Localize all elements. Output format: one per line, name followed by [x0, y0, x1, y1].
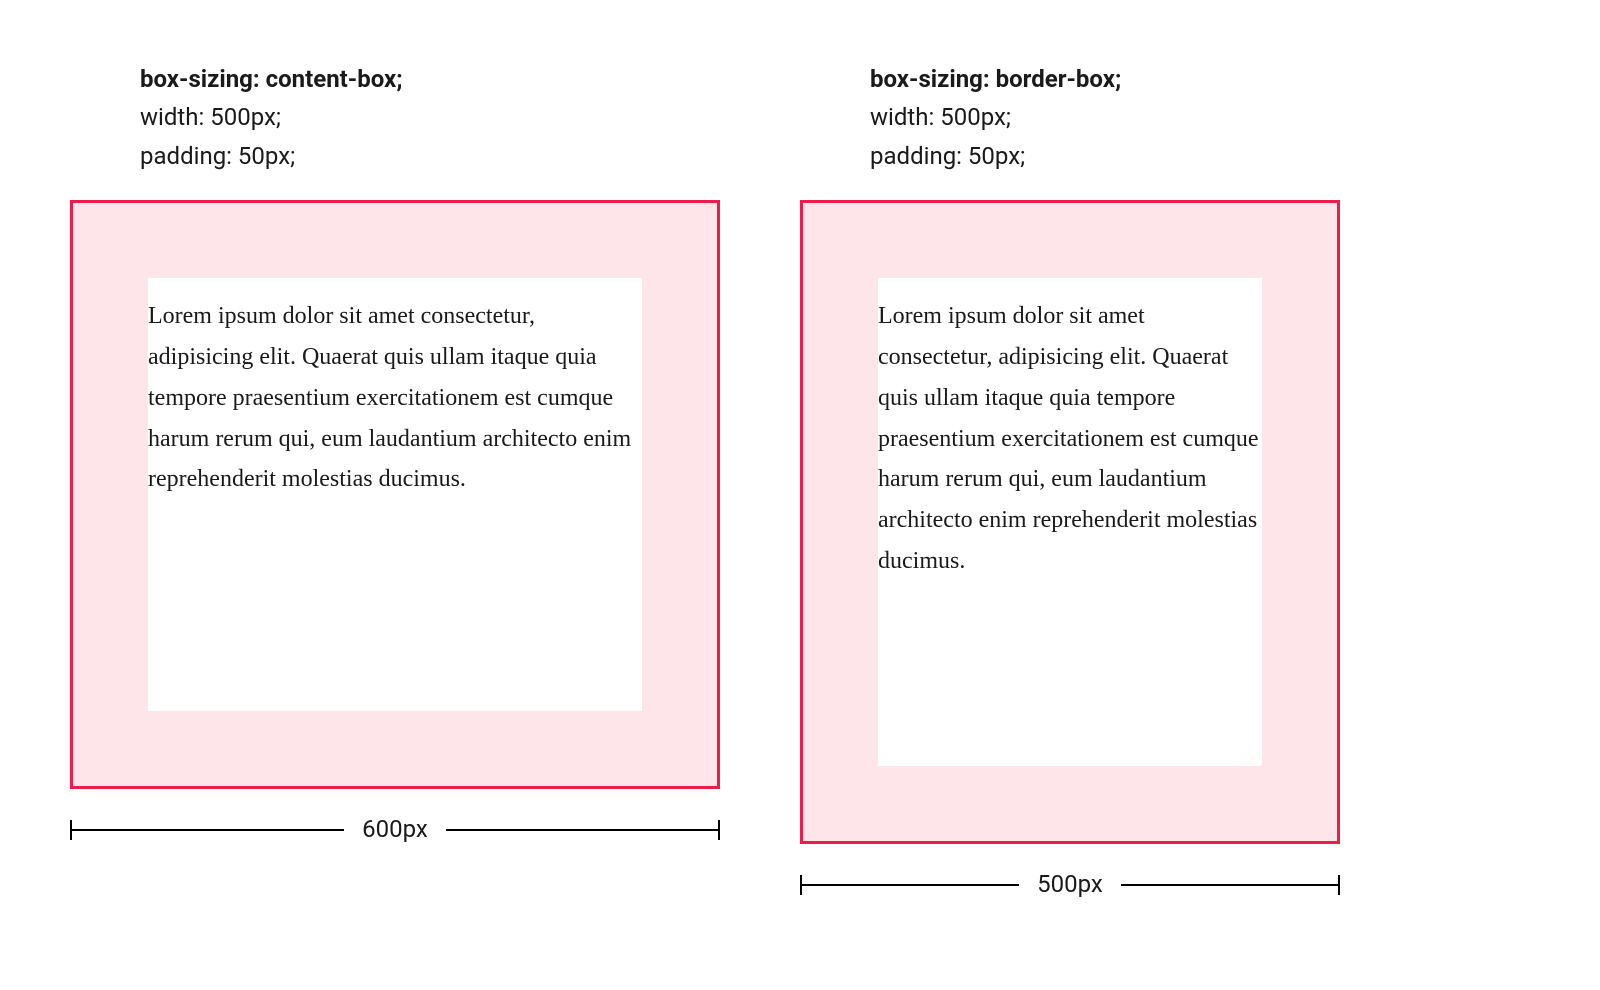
code-line-padding: padding: 50px;	[140, 137, 720, 175]
code-line-width: width: 500px;	[140, 98, 720, 136]
border-box-content-area: Lorem ipsum dolor sit amet consectetur, …	[878, 278, 1262, 766]
content-box-dimension: 600px	[70, 809, 720, 849]
content-box-visual: Lorem ipsum dolor sit amet consectetur, …	[70, 200, 720, 789]
dimension-label: 600px	[344, 815, 446, 843]
lorem-text: Lorem ipsum dolor sit amet consectetur, …	[878, 303, 1259, 574]
code-line-boxsizing: box-sizing: content-box;	[140, 60, 720, 98]
content-box-code: box-sizing: content-box; width: 500px; p…	[140, 60, 720, 175]
border-box-panel: box-sizing: border-box; width: 500px; pa…	[800, 60, 1340, 904]
code-line-padding: padding: 50px;	[870, 137, 1340, 175]
code-line-boxsizing: box-sizing: border-box;	[870, 60, 1340, 98]
content-box-content-area: Lorem ipsum dolor sit amet consectetur, …	[148, 278, 642, 711]
code-line-width: width: 500px;	[870, 98, 1340, 136]
lorem-text: Lorem ipsum dolor sit amet consectetur, …	[148, 303, 631, 492]
border-box-visual: Lorem ipsum dolor sit amet consectetur, …	[800, 200, 1340, 844]
diagram-container: box-sizing: content-box; width: 500px; p…	[70, 60, 1530, 904]
content-box-panel: box-sizing: content-box; width: 500px; p…	[70, 60, 720, 849]
border-box-code: box-sizing: border-box; width: 500px; pa…	[870, 60, 1340, 175]
dimension-label: 500px	[1019, 870, 1121, 898]
border-box-dimension: 500px	[800, 864, 1340, 904]
